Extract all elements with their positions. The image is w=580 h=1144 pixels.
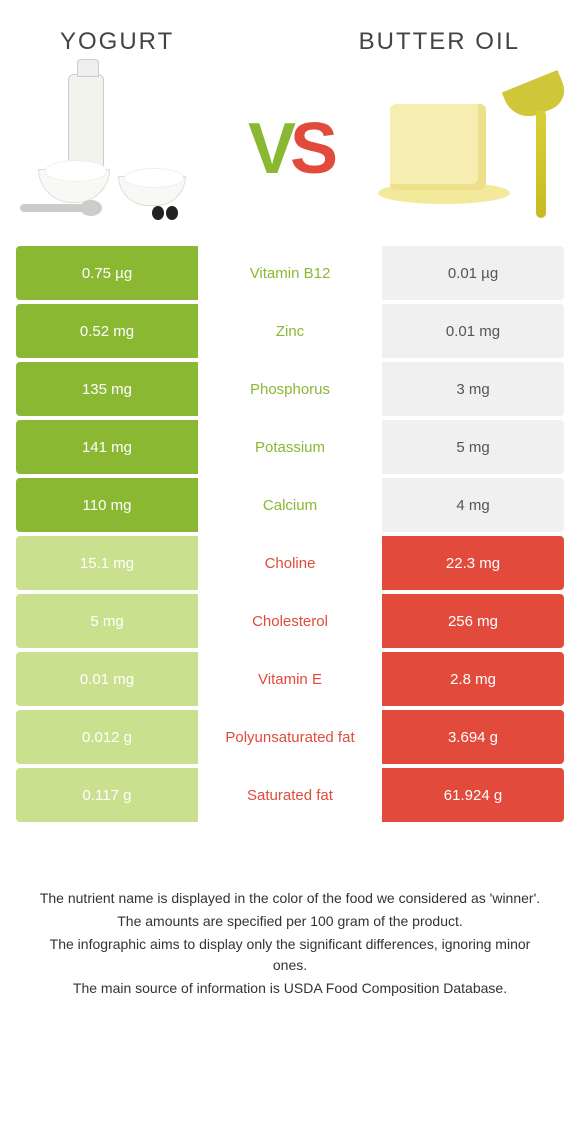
table-row: 0.01 mgVitamin E2.8 mg	[16, 652, 564, 706]
table-row: 0.52 mgZinc0.01 mg	[16, 304, 564, 358]
nutrient-name: Zinc	[198, 304, 382, 358]
right-value: 4 mg	[382, 478, 564, 532]
left-value: 135 mg	[16, 362, 198, 416]
nutrient-name: Choline	[198, 536, 382, 590]
left-value: 0.75 µg	[16, 246, 198, 300]
footnote-line: The amounts are specified per 100 gram o…	[38, 911, 542, 932]
table-row: 135 mgPhosphorus3 mg	[16, 362, 564, 416]
table-row: 141 mgPotassium5 mg	[16, 420, 564, 474]
left-value: 110 mg	[16, 478, 198, 532]
right-value: 0.01 µg	[382, 246, 564, 300]
nutrient-name: Calcium	[198, 478, 382, 532]
nutrient-name: Vitamin E	[198, 652, 382, 706]
left-value: 15.1 mg	[16, 536, 198, 590]
footnote-line: The nutrient name is displayed in the co…	[38, 888, 542, 909]
left-value: 0.52 mg	[16, 304, 198, 358]
left-value: 5 mg	[16, 594, 198, 648]
vs-v: V	[248, 109, 290, 189]
table-row: 110 mgCalcium4 mg	[16, 478, 564, 532]
vs-label: VS	[248, 108, 332, 190]
vs-s: S	[290, 109, 332, 189]
footnote-line: The main source of information is USDA F…	[38, 978, 542, 999]
right-value: 256 mg	[382, 594, 564, 648]
nutrient-name: Potassium	[198, 420, 382, 474]
right-value: 0.01 mg	[382, 304, 564, 358]
table-row: 0.012 gPolyunsaturated fat3.694 g	[16, 710, 564, 764]
hero-row: VS	[0, 66, 580, 246]
nutrient-name: Cholesterol	[198, 594, 382, 648]
table-row: 0.75 µgVitamin B120.01 µg	[16, 246, 564, 300]
nutrient-name: Saturated fat	[198, 768, 382, 822]
left-value: 0.117 g	[16, 768, 198, 822]
comparison-table: 0.75 µgVitamin B120.01 µg0.52 mgZinc0.01…	[0, 246, 580, 822]
right-value: 22.3 mg	[382, 536, 564, 590]
nutrient-name: Polyunsaturated fat	[198, 710, 382, 764]
header: Yogurt Butter oil	[0, 0, 580, 66]
right-value: 61.924 g	[382, 768, 564, 822]
left-food-title: Yogurt	[60, 28, 174, 56]
right-value: 3 mg	[382, 362, 564, 416]
yogurt-illustration	[20, 74, 210, 224]
butter-oil-illustration	[370, 74, 560, 224]
nutrient-name: Phosphorus	[198, 362, 382, 416]
left-value: 0.01 mg	[16, 652, 198, 706]
nutrient-name: Vitamin B12	[198, 246, 382, 300]
left-value: 141 mg	[16, 420, 198, 474]
footnotes: The nutrient name is displayed in the co…	[0, 826, 580, 999]
table-row: 15.1 mgCholine22.3 mg	[16, 536, 564, 590]
table-row: 5 mgCholesterol256 mg	[16, 594, 564, 648]
left-value: 0.012 g	[16, 710, 198, 764]
right-food-title: Butter oil	[359, 28, 520, 56]
right-value: 5 mg	[382, 420, 564, 474]
footnote-line: The infographic aims to display only the…	[38, 934, 542, 976]
right-value: 2.8 mg	[382, 652, 564, 706]
table-row: 0.117 gSaturated fat61.924 g	[16, 768, 564, 822]
right-value: 3.694 g	[382, 710, 564, 764]
